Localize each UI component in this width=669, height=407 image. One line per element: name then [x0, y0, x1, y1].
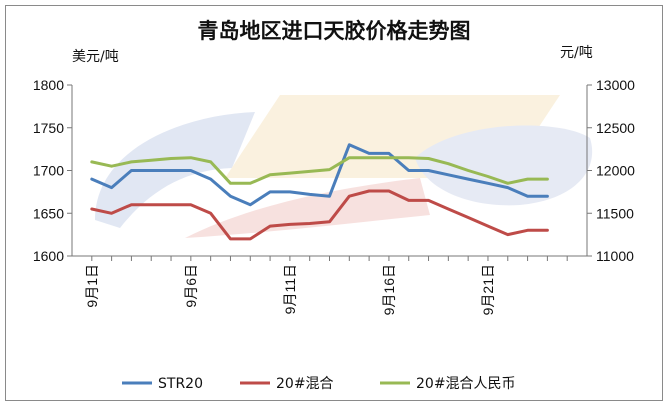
series-lines	[90, 143, 549, 241]
x-tick-label: 9月6日	[183, 264, 199, 308]
y-left-tick-label: 1700	[33, 163, 64, 179]
watermark-logo	[95, 95, 593, 238]
x-tick-label: 9月11日	[282, 264, 298, 314]
y-right-unit-label: 元/吨	[560, 45, 593, 61]
y-right-tick-label: 13000	[596, 77, 635, 93]
x-tick-label: 9月21日	[480, 264, 496, 315]
y-left-tick-label: 1650	[33, 205, 64, 221]
y-left-unit-label: 美元/吨	[72, 49, 119, 65]
plot-axes: 1600 1650 1700 1750 1800 11000 11500 12000 12500…	[33, 77, 635, 315]
series-line-1	[90, 143, 549, 207]
y-right-tick-label: 11500	[596, 205, 634, 221]
y-right-tick-label: 11000	[596, 248, 634, 264]
y-left-tick-label: 1750	[33, 120, 64, 136]
legend-label: 20#混合	[276, 376, 334, 392]
legend-label: 20#混合人民币	[416, 376, 516, 392]
legend: STR20 20#混合 20#混合人民币	[122, 376, 516, 392]
chart-title: 青岛地区进口天胶价格走势图	[198, 19, 471, 43]
y-left-tick-label: 1600	[33, 248, 64, 264]
legend-label: STR20	[158, 376, 203, 392]
y-right-tick-label: 12500	[596, 120, 635, 136]
y-right-tick-label: 12000	[596, 163, 635, 179]
series-line-3	[90, 156, 549, 185]
x-tick-label: 9月1日	[84, 264, 100, 308]
x-tick-label: 9月16日	[381, 264, 397, 315]
series-line-2	[90, 189, 549, 241]
y-left-tick-label: 1800	[33, 77, 64, 93]
